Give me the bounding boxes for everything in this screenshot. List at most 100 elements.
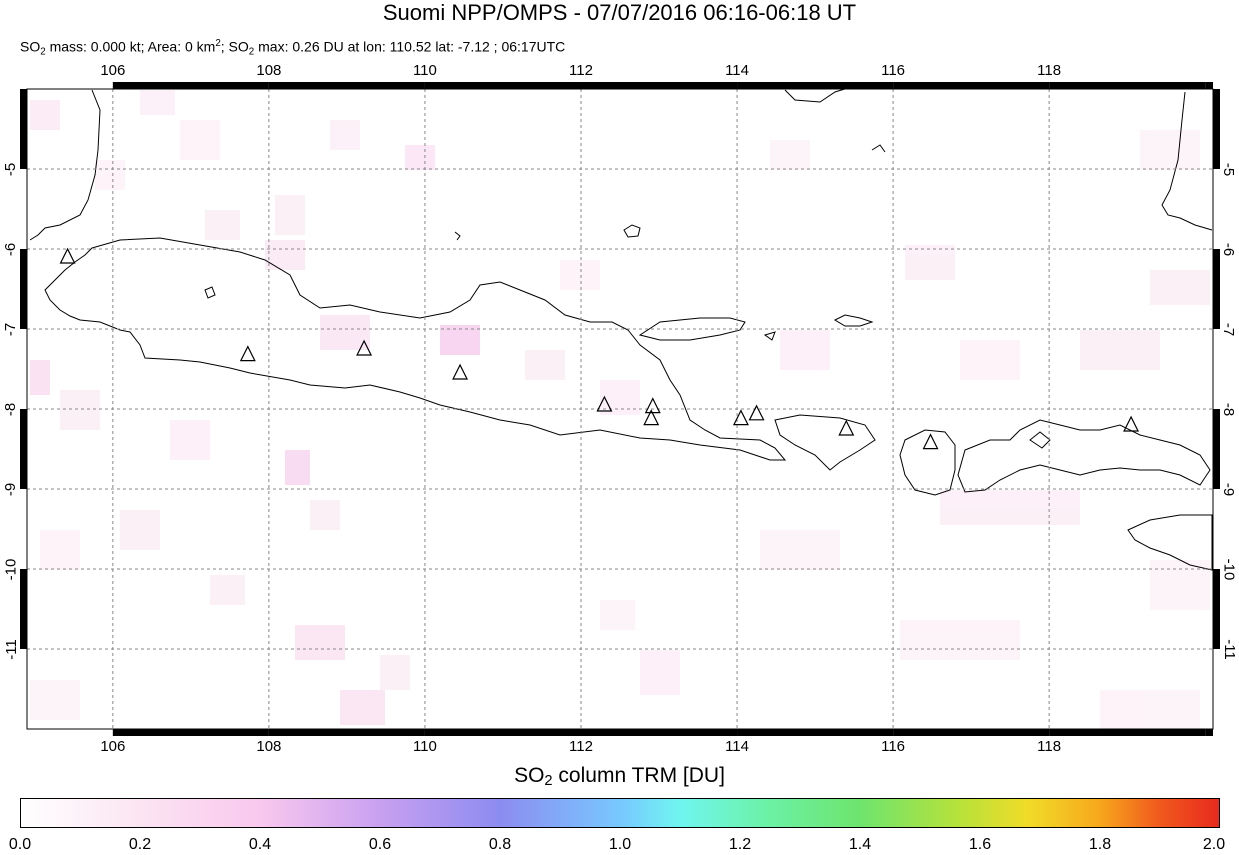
lat-tick-label: -6	[1220, 242, 1238, 256]
frame-segment-right	[1213, 89, 1220, 169]
colorbar-tick-label: 0.2	[128, 836, 152, 853]
volcano-marker	[239, 345, 256, 362]
volcano-marker	[732, 409, 749, 426]
colorbar	[20, 798, 1220, 828]
lon-tick-label: 114	[725, 62, 749, 79]
frame-segment-bottom	[1205, 729, 1213, 736]
colorbar-tick-label: 0.8	[488, 836, 512, 853]
lon-tick-label: 112	[569, 62, 593, 79]
borneo-coastline	[784, 87, 849, 103]
frame-segment-left	[20, 89, 27, 169]
volcano-marker	[838, 419, 855, 436]
frame-segment-top	[893, 82, 1050, 89]
sumbawa-coastline	[957, 419, 1211, 493]
sulawesi-coastline	[1161, 91, 1213, 231]
frame-segment-bottom	[893, 729, 1050, 736]
lat-tick-label: -10	[2, 558, 20, 580]
colorbar-title: SO2 column TRM [DU]	[514, 764, 725, 789]
lon-tick-label: 114	[725, 738, 749, 755]
volcano-marker	[643, 409, 660, 426]
karimunjawa-island	[454, 231, 461, 241]
lat-tick-label: -8	[1220, 402, 1238, 416]
lon-tick-label: 116	[881, 738, 906, 755]
frame-segment-top	[1205, 82, 1213, 89]
lon-tick-label: 110	[412, 738, 437, 755]
volcano-marker	[59, 247, 76, 264]
frame-segment-right	[1213, 249, 1220, 329]
lon-tick-label: 108	[256, 62, 282, 79]
lon-tick-label: 108	[256, 738, 282, 755]
lat-tick-label: -5	[1220, 162, 1238, 176]
frame-segment-top	[737, 82, 894, 89]
lon-tick-label: 106	[100, 62, 126, 79]
lon-tick-label: 106	[100, 738, 126, 755]
bawean-island	[623, 224, 641, 238]
island-smalls-2	[871, 144, 886, 153]
colorbar-tick-label: 2.0	[1202, 836, 1226, 853]
sumatra-coastline	[29, 89, 101, 241]
lon-tick-label: 110	[412, 62, 437, 79]
lat-tick-label: -10	[1220, 558, 1238, 580]
frame-segment-top	[580, 82, 738, 89]
java-coastline	[44, 237, 787, 461]
lon-tick-label: 112	[569, 738, 593, 755]
island-smalls-1	[204, 286, 216, 299]
island-smalls-4	[1029, 431, 1051, 449]
frame-segment-top	[424, 82, 581, 89]
so2-pixels	[30, 90, 1210, 730]
colorbar-tick-label: 1.2	[728, 836, 752, 853]
colorbar-tick-label: 1.0	[608, 836, 632, 853]
frame-segment-left	[20, 569, 27, 649]
lombok-coastline	[899, 429, 956, 496]
colorbar-tick-label: 0.4	[248, 836, 272, 853]
volcano-marker	[922, 433, 939, 450]
bali-coastline	[774, 414, 876, 471]
frame-segment-right	[1213, 569, 1220, 649]
frame-segment-top	[112, 82, 269, 89]
frame-segment-top	[268, 82, 425, 89]
so2-map[interactable]	[0, 0, 1239, 760]
island-smalls-3	[763, 331, 776, 341]
volcano-marker	[1123, 415, 1140, 432]
lat-tick-label: -5	[2, 162, 20, 176]
colorbar-tick-label: 1.4	[848, 836, 872, 853]
lat-tick-label: -9	[2, 482, 20, 496]
lat-tick-label: -7	[2, 322, 20, 336]
map-subtitle: SO2 mass: 0.000 kt; Area: 0 km2; SO2 max…	[20, 38, 566, 58]
frame-segment-left	[20, 409, 27, 489]
lon-tick-label: 118	[1037, 62, 1062, 79]
frame-segment-top	[1049, 82, 1206, 89]
frame-segment-right	[1213, 409, 1220, 489]
volcano-markers	[59, 247, 1140, 450]
sumba-coastline	[1127, 514, 1213, 571]
frame-segment-left	[20, 249, 27, 329]
lat-tick-label: -8	[2, 402, 20, 416]
volcano-marker	[748, 404, 765, 421]
frame-segment-bottom	[737, 729, 894, 736]
lat-tick-label: -11	[1220, 638, 1238, 660]
colorbar-tick-label: 0.6	[368, 836, 392, 853]
frame-segment-bottom	[268, 729, 425, 736]
volcano-marker	[596, 395, 613, 412]
volcano-marker	[644, 397, 661, 414]
volcano-marker	[356, 339, 373, 356]
frame-segment-bottom	[424, 729, 581, 736]
colorbar-tick-label: 1.8	[1088, 836, 1112, 853]
frame-segment-bottom	[1049, 729, 1206, 736]
lon-tick-label: 116	[881, 62, 906, 79]
kangean-islands	[833, 314, 874, 327]
frame-segment-bottom	[580, 729, 738, 736]
graticule	[27, 89, 1213, 729]
lon-tick-label: 118	[1037, 738, 1062, 755]
colorbar-tick-label: 1.6	[968, 836, 992, 853]
lat-tick-label: -9	[1220, 482, 1238, 496]
frame-segment-bottom	[112, 729, 269, 736]
colorbar-tick-label: 0.0	[8, 836, 32, 853]
lat-tick-label: -7	[1220, 322, 1238, 336]
madura-coastline	[638, 317, 746, 341]
volcano-marker	[452, 363, 469, 380]
lat-tick-label: -11	[2, 638, 20, 660]
coastlines	[29, 87, 1213, 571]
lat-tick-label: -6	[2, 242, 20, 256]
map-frame	[20, 82, 1220, 736]
